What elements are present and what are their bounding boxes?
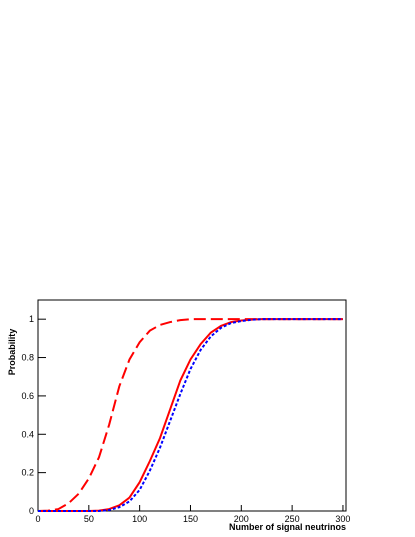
y-axis-label: Probability <box>7 329 17 376</box>
x-tick-label: 0 <box>35 514 40 524</box>
series-line <box>38 318 343 512</box>
series-line <box>37 318 343 512</box>
x-tick-label: 300 <box>335 514 350 524</box>
plot-frame <box>37 299 347 512</box>
x-tick-label: 250 <box>285 514 300 524</box>
x-tick-label: 150 <box>183 514 198 524</box>
y-tick-label: 0.4 <box>21 429 34 439</box>
x-tick-label: 200 <box>234 514 249 524</box>
y-tick-label: 0 <box>29 506 34 516</box>
x-tick-label: 100 <box>132 514 147 524</box>
y-tick-label: 0.2 <box>21 468 34 478</box>
y-tick-label: 0.8 <box>21 353 34 363</box>
y-tick-label: 1 <box>29 314 34 324</box>
series-line <box>38 318 343 512</box>
x-tick-label: 50 <box>84 514 94 524</box>
y-tick-label: 0.6 <box>21 391 34 401</box>
x-axis-label: Number of signal neutrinos <box>229 522 346 532</box>
